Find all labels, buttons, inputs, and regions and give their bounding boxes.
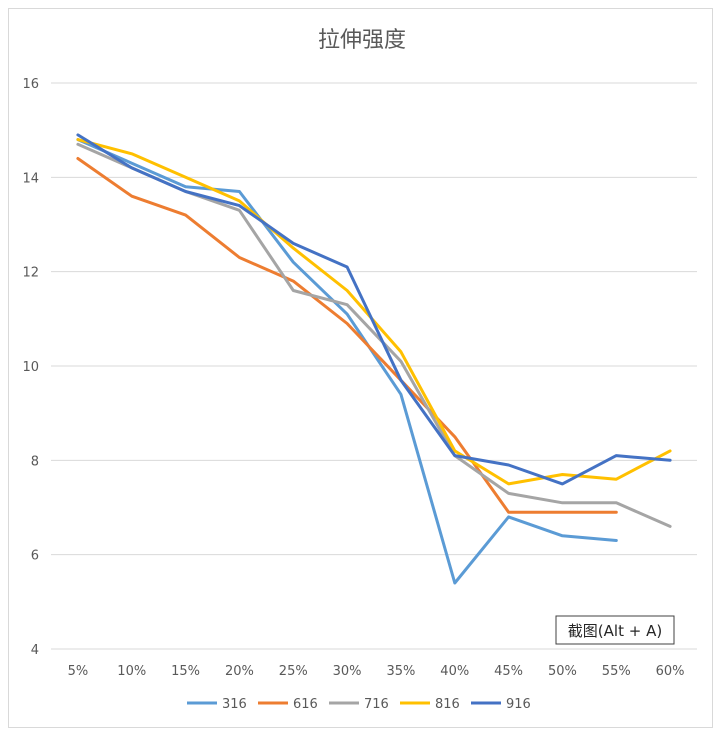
- y-tick-label: 14: [22, 171, 39, 186]
- x-tick-label: 50%: [548, 664, 577, 679]
- series-line-816: [76, 138, 672, 486]
- legend-label-616: 616: [293, 697, 318, 712]
- series-line-616: [76, 157, 618, 514]
- tooltip-box: [555, 615, 675, 645]
- series-line-716: [76, 142, 672, 528]
- y-tick-label: 8: [31, 454, 39, 469]
- legend-label-816: 816: [435, 697, 460, 712]
- series-lines: [76, 133, 672, 585]
- y-tick-label: 10: [22, 360, 39, 375]
- line-chart: 拉伸强度 4 6 8 10 12 14 16 5% 10% 15% 20% 25% 30% 35% 40%…: [22, 28, 697, 712]
- x-tick-label: 25%: [279, 664, 308, 679]
- x-tick-label: 60%: [656, 664, 685, 679]
- y-tick-label: 12: [22, 266, 39, 281]
- legend: 316 616 716 816 916: [187, 697, 531, 712]
- x-tick-label: 10%: [117, 664, 146, 679]
- y-tick-label: 6: [31, 549, 39, 564]
- legend-label-316: 316: [222, 697, 247, 712]
- x-tick-label: 30%: [333, 664, 362, 679]
- x-tick-label: 55%: [602, 664, 631, 679]
- y-tick-label: 16: [22, 77, 39, 92]
- x-tick-label: 40%: [440, 664, 469, 679]
- x-tick-label: 5%: [68, 664, 89, 679]
- series-line-916: [76, 133, 672, 486]
- y-axis-ticks: 4 6 8 10 12 14 16: [22, 77, 39, 658]
- grid-lines: [51, 82, 697, 650]
- chart-frame: 拉伸强度 4 6 8 10 12 14 16 5% 10% 15% 20% 25% 30% 35% 40%…: [8, 8, 713, 728]
- x-tick-label: 45%: [494, 664, 523, 679]
- y-tick-label: 4: [31, 643, 39, 658]
- series-line-316: [76, 138, 618, 585]
- x-tick-label: 15%: [171, 664, 200, 679]
- x-tick-label: 35%: [386, 664, 415, 679]
- x-tick-label: 20%: [225, 664, 254, 679]
- screenshot-tooltip: 截图(Alt + A): [555, 615, 675, 645]
- tooltip-label: 截图(Alt + A): [568, 622, 662, 640]
- chart-title: 拉伸强度: [318, 28, 406, 53]
- legend-label-916: 916: [506, 697, 531, 712]
- x-axis-ticks: 5% 10% 15% 20% 25% 30% 35% 40% 45% 50% 55% 60%: [68, 664, 685, 679]
- legend-label-716: 716: [364, 697, 389, 712]
